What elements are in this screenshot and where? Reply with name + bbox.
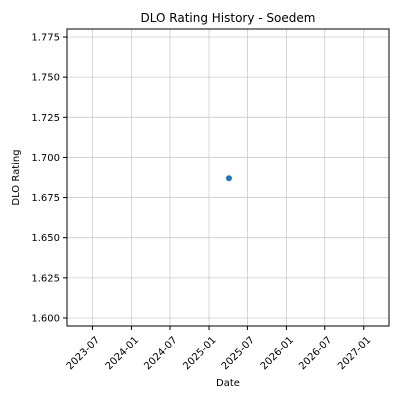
y-tick-label: 1.725 bbox=[31, 113, 60, 124]
y-axis-label: DLO Rating bbox=[11, 149, 22, 205]
data-point bbox=[225, 175, 232, 182]
y-tick-label: 1.750 bbox=[31, 73, 60, 84]
plot-frame bbox=[66, 28, 390, 327]
y-tick-label: 1.700 bbox=[31, 153, 60, 164]
grid-layer bbox=[67, 29, 389, 326]
data-points bbox=[225, 175, 232, 182]
x-axis-label: Date bbox=[216, 378, 240, 389]
y-tick-label: 1.650 bbox=[31, 233, 60, 244]
y-tick-label: 1.675 bbox=[31, 193, 60, 204]
y-tick-label: 1.600 bbox=[31, 313, 60, 324]
chart-title: DLO Rating History - Soedem bbox=[141, 11, 316, 25]
y-tick-label: 1.775 bbox=[31, 33, 60, 44]
y-tick-label: 1.625 bbox=[31, 273, 60, 284]
